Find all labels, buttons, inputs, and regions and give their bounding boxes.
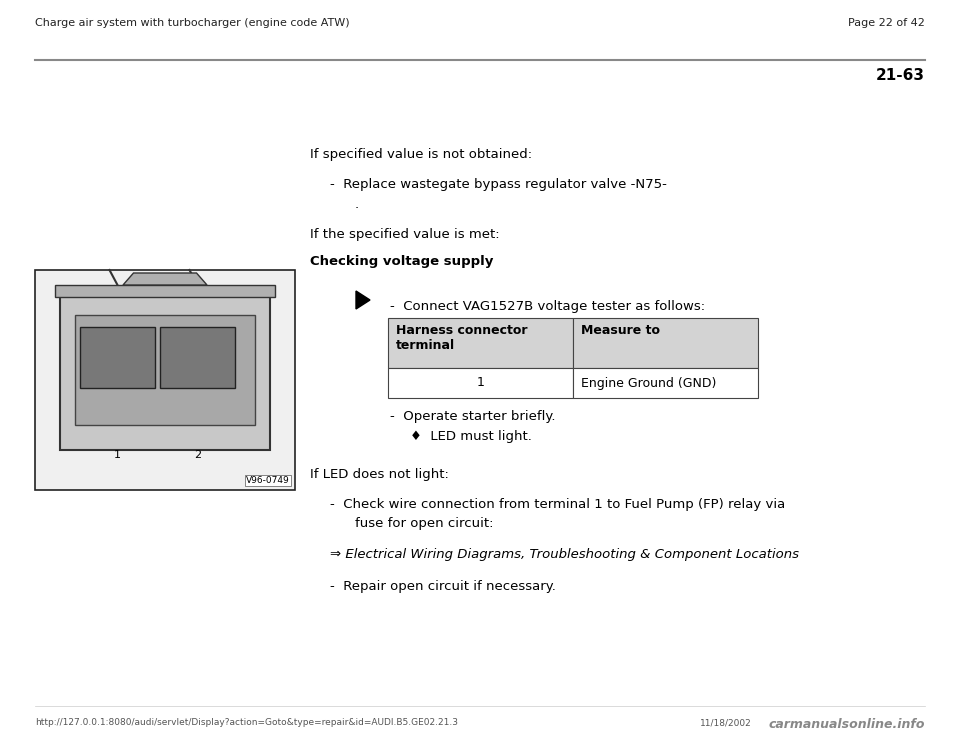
Polygon shape [123, 273, 207, 285]
Text: Harness connector
terminal: Harness connector terminal [396, 324, 527, 352]
Text: Page 22 of 42: Page 22 of 42 [848, 18, 925, 28]
Bar [573, 318, 758, 368]
Text: Engine Ground (GND): Engine Ground (GND) [581, 376, 716, 390]
Text: http://127.0.0.1:8080/audi/servlet/Display?action=Goto&type=repair&id=AUDI.B5.GE: http://127.0.0.1:8080/audi/servlet/Displ… [35, 718, 458, 727]
Bar [55, 285, 275, 297]
Text: 1: 1 [114, 450, 121, 460]
Polygon shape [356, 291, 370, 309]
Text: 1: 1 [476, 376, 485, 390]
Text: ⇒ Electrical Wiring Diagrams, Troubleshooting & Component Locations: ⇒ Electrical Wiring Diagrams, Troublesho… [330, 548, 799, 561]
Text: carmanualsonline.info: carmanualsonline.info [769, 718, 925, 731]
Text: 21-63: 21-63 [876, 68, 925, 83]
Bar [388, 318, 573, 368]
Text: -  Repair open circuit if necessary.: - Repair open circuit if necessary. [330, 580, 556, 593]
Text: If the specified value is met:: If the specified value is met: [310, 228, 499, 241]
Bar [160, 327, 235, 387]
Text: Charge air system with turbocharger (engine code ATW): Charge air system with turbocharger (eng… [35, 18, 349, 28]
Text: 2: 2 [194, 450, 201, 460]
Text: V96-0749: V96-0749 [247, 476, 290, 485]
Bar [573, 368, 758, 398]
Text: -  Replace wastegate bypass regulator valve -N75-: - Replace wastegate bypass regulator val… [330, 178, 667, 191]
Text: -  Check wire connection from terminal 1 to Fuel Pump (FP) relay via: - Check wire connection from terminal 1 … [330, 498, 785, 511]
Bar [75, 315, 255, 425]
Bar [80, 327, 155, 387]
Text: If LED does not light:: If LED does not light: [310, 468, 449, 481]
Text: Measure to: Measure to [581, 324, 660, 337]
Text: ♦  LED must light.: ♦ LED must light. [410, 430, 532, 443]
Text: Checking voltage supply: Checking voltage supply [310, 255, 493, 268]
Bar [35, 270, 295, 490]
Text: If specified value is not obtained:: If specified value is not obtained: [310, 148, 532, 161]
Text: fuse for open circuit:: fuse for open circuit: [355, 517, 493, 530]
Bar [60, 295, 270, 450]
Text: -  Connect VAG1527B voltage tester as follows:: - Connect VAG1527B voltage tester as fol… [390, 300, 706, 313]
Text: -  Operate starter briefly.: - Operate starter briefly. [390, 410, 556, 423]
Bar [388, 368, 573, 398]
Text: 11/18/2002: 11/18/2002 [700, 718, 752, 727]
Text: .: . [355, 198, 359, 211]
